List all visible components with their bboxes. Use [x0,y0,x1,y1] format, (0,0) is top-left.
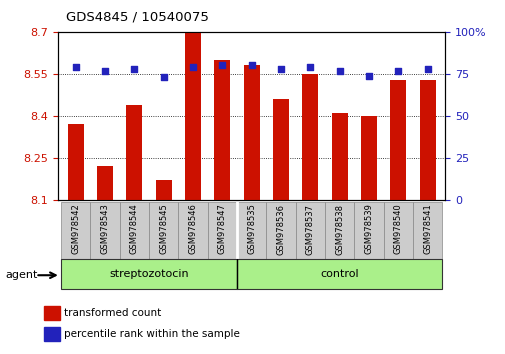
Text: GSM978546: GSM978546 [188,204,197,255]
Bar [237,259,441,289]
Point [335,68,343,73]
Bar [243,65,259,200]
Text: GSM978542: GSM978542 [71,204,80,254]
Bar [185,32,201,200]
Text: GSM978547: GSM978547 [218,204,226,255]
Text: control: control [320,269,359,279]
Bar [419,80,435,200]
Text: GSM978543: GSM978543 [100,204,110,255]
Bar [331,113,347,200]
Bar [324,202,353,260]
Point [393,68,401,73]
Bar [156,181,172,200]
Bar [97,166,113,200]
Bar [178,202,208,260]
Bar [237,202,266,260]
Text: GSM978538: GSM978538 [334,204,343,255]
Point [218,63,226,68]
Bar [44,327,60,341]
Point [72,64,80,70]
Text: GSM978544: GSM978544 [130,204,139,254]
Text: percentile rank within the sample: percentile rank within the sample [64,329,240,339]
Point [306,64,314,70]
Bar [354,202,383,260]
Text: transformed count: transformed count [64,308,161,318]
Bar [120,202,149,260]
Bar [44,306,60,320]
Bar [149,202,178,260]
Point [130,66,138,72]
Point [423,66,431,72]
Bar [412,202,441,260]
Bar [360,116,376,200]
Bar [208,202,237,260]
Bar [61,202,90,260]
Bar [126,105,142,200]
Point [247,63,256,68]
Bar [301,74,318,200]
Point [189,64,197,70]
Text: GSM978535: GSM978535 [247,204,256,255]
Text: GSM978539: GSM978539 [364,204,373,255]
Text: GDS4845 / 10540075: GDS4845 / 10540075 [66,10,208,23]
Bar [214,60,230,200]
Bar [273,99,288,200]
Text: GSM978541: GSM978541 [422,204,431,254]
Bar [90,202,120,260]
Text: GSM978536: GSM978536 [276,204,285,255]
Point [276,66,284,72]
Text: GSM978537: GSM978537 [306,204,314,255]
Text: agent: agent [5,270,37,280]
Bar [68,124,84,200]
Point [101,68,109,73]
Bar [383,202,412,260]
Bar [266,202,295,260]
Point [364,73,372,79]
Text: GSM978540: GSM978540 [393,204,402,254]
Point [160,74,168,80]
Bar [295,202,324,260]
Bar [61,259,237,289]
Bar [389,80,406,200]
Text: streptozotocin: streptozotocin [109,269,188,279]
Text: GSM978545: GSM978545 [159,204,168,254]
